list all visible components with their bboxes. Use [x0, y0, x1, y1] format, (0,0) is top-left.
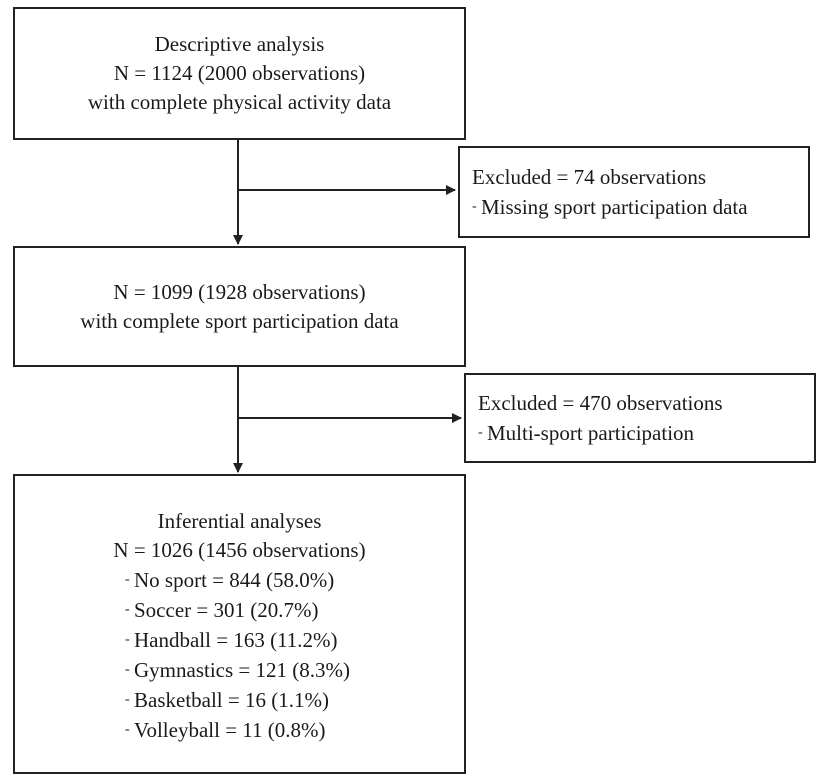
excluded2-item-label: Multi-sport participation — [487, 421, 695, 445]
box3-line-1: Inferential analyses — [157, 509, 322, 533]
list-item-label: No sport = 844 (58.0%) — [134, 568, 335, 592]
bullet-dash: - — [125, 602, 130, 617]
bullet-dash: - — [125, 722, 130, 737]
sport-breakdown-list: - No sport = 844 (58.0%) - Soccer = 301 (2… — [125, 565, 350, 745]
list-item: - Handball = 163 (11.2%) — [125, 625, 350, 655]
excluded1-item: - Missing sport participation data — [472, 192, 808, 222]
excluded-box-2: Excluded = 470 observations - Multi-sport… — [464, 373, 816, 463]
box1-line-1: Descriptive analysis — [154, 32, 325, 56]
box1-line-3: with complete physical activity data — [87, 90, 392, 114]
box1-line-2: N = 1124 (2000 observations) — [113, 61, 366, 85]
excluded2-item: - Multi-sport participation — [478, 418, 814, 448]
inferential-analyses-box: Inferential analyses N = 1026 (1456 obse… — [13, 474, 466, 774]
excluded1-item-label: Missing sport participation data — [481, 195, 748, 219]
list-item-label: Soccer = 301 (20.7%) — [134, 598, 319, 622]
bullet-dash: - — [472, 199, 477, 214]
bullet-dash: - — [125, 692, 130, 707]
list-item: - Gymnastics = 121 (8.3%) — [125, 655, 350, 685]
bullet-dash: - — [125, 662, 130, 677]
list-item: - No sport = 844 (58.0%) — [125, 565, 350, 595]
box3-line-2: N = 1026 (1456 observations) — [113, 538, 366, 562]
sport-participation-box: N = 1099 (1928 observations) with comple… — [13, 246, 466, 367]
box2-line-2: with complete sport participation data — [80, 308, 399, 333]
list-item: - Volleyball = 11 (0.8%) — [125, 715, 350, 745]
list-item: - Basketball = 16 (1.1%) — [125, 685, 350, 715]
bullet-dash: - — [125, 632, 130, 647]
list-item-label: Basketball = 16 (1.1%) — [134, 688, 329, 712]
excluded1-title: Excluded = 74 observations — [472, 165, 707, 189]
list-item: - Soccer = 301 (20.7%) — [125, 595, 350, 625]
box2-line-1: N = 1099 (1928 observations) — [113, 279, 366, 304]
list-item-label: Handball = 163 (11.2%) — [134, 628, 338, 652]
excluded-box-1: Excluded = 74 observations - Missing spor… — [458, 146, 810, 238]
excluded2-title: Excluded = 470 observations — [478, 391, 723, 415]
bullet-dash: - — [478, 425, 483, 440]
bullet-dash: - — [125, 572, 130, 587]
descriptive-analysis-box: Descriptive analysis N = 1124 (2000 obse… — [13, 7, 466, 140]
list-item-label: Gymnastics = 121 (8.3%) — [134, 658, 350, 682]
list-item-label: Volleyball = 11 (0.8%) — [134, 718, 326, 742]
